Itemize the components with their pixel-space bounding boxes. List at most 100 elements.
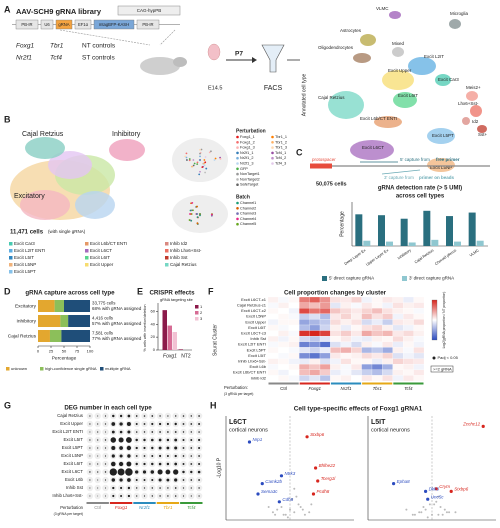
gene-label: Epha8 (397, 479, 411, 484)
legend-swatch (236, 151, 239, 155)
heat-cell (371, 352, 383, 359)
heat-cell (413, 352, 425, 359)
umap-blob (25, 137, 65, 159)
construct-box (74, 19, 92, 30)
dot (166, 462, 170, 466)
legend-item: Channel4 (240, 217, 256, 221)
legend-swatch (271, 135, 274, 139)
dot (135, 423, 138, 425)
dot (190, 479, 193, 481)
umap-dot (192, 159, 195, 161)
dash (59, 29, 151, 46)
heat-cell (340, 358, 352, 365)
point (301, 508, 304, 511)
point (411, 513, 414, 516)
dot (159, 487, 161, 489)
dot (174, 462, 178, 466)
legend-swatch (236, 146, 239, 149)
legend-swatch (236, 162, 239, 165)
umap-dot (198, 173, 201, 176)
dot (135, 462, 138, 466)
umap-cluster (477, 125, 487, 133)
dot (135, 415, 138, 417)
cluster-label: Excit L6b/CT ENTI (360, 116, 397, 121)
diagram-label: primer on beads (419, 175, 455, 180)
heat-cell (299, 336, 310, 342)
dot (120, 495, 123, 497)
heat-cell (351, 296, 362, 303)
umap-dot (196, 216, 199, 219)
heat-cell (299, 330, 310, 337)
group-bar (156, 502, 180, 504)
dot (89, 447, 91, 449)
target-gene: Nr2f1 (16, 55, 32, 62)
dot (89, 487, 91, 489)
chart-subtitle: across cell types (396, 194, 445, 200)
y-tick-label: Inhib Sst (250, 336, 266, 341)
heat-cell (267, 364, 279, 370)
heat-cell (371, 330, 383, 337)
dot (173, 469, 179, 475)
heat-cell (392, 369, 404, 376)
dot (143, 446, 146, 450)
heat-cell (361, 369, 373, 376)
y-tick-label: Excit L2IT ENTI (52, 429, 83, 434)
point (310, 503, 313, 506)
x-group-label: Tcf4 (404, 386, 413, 391)
legend-swatch (165, 242, 169, 246)
dot (119, 454, 123, 458)
legend-item: Tbr1_3 (275, 146, 287, 150)
legend-swatch (9, 249, 13, 253)
panel-label: G (4, 400, 11, 410)
group-label: Excitatory (14, 193, 45, 200)
dot (190, 463, 193, 465)
heat-cell (413, 308, 425, 314)
dot (127, 494, 131, 498)
dot (166, 422, 169, 426)
y-tick-label: Inhibitory (17, 318, 37, 324)
promoter: CAG-hypPB (137, 8, 162, 13)
heat-cell (319, 330, 331, 337)
dot (182, 431, 185, 433)
legend-item: Tbr1_1 (275, 135, 287, 139)
dot (135, 455, 138, 457)
dot (159, 495, 161, 497)
heat-cell (382, 336, 393, 342)
legend-item: Inhib Lhx6+Sst- (170, 248, 202, 253)
heat-cell (413, 296, 425, 303)
heat-cell (351, 302, 362, 309)
heat-cell (330, 347, 341, 354)
y-tick-label: Excit L6CT-c3 (241, 330, 267, 335)
heat-cell (340, 313, 352, 320)
dot (157, 469, 163, 475)
dash (159, 29, 176, 46)
legend-swatch (432, 356, 436, 360)
dot (126, 461, 132, 467)
legend-item: Tbr1_2 (275, 140, 287, 144)
dot (89, 479, 91, 481)
umap-cluster (427, 128, 455, 144)
point (448, 511, 451, 514)
umap-dot (203, 162, 205, 165)
heat-cell (392, 341, 404, 348)
dot (97, 463, 99, 465)
heat-cell (392, 330, 404, 337)
x-tick-label: 0 (37, 349, 40, 354)
dot (167, 487, 169, 489)
x-group-label: Foxg1 (115, 505, 128, 510)
dot (167, 415, 169, 417)
legend-swatch (430, 365, 454, 373)
annotation: 4,416 cells (92, 316, 114, 321)
heat-cell (392, 375, 404, 382)
heat-cell (392, 302, 404, 309)
umap-dot (210, 213, 213, 216)
umap-dot (199, 152, 201, 155)
heat-cell (330, 313, 341, 320)
legend-item: Excit L6b/CT ENTI (90, 241, 127, 246)
heat-cell (392, 324, 404, 331)
legend-item: Inhib Id2 (170, 241, 188, 246)
legend-swatch (100, 367, 104, 371)
diagram-label: free primer (436, 157, 460, 162)
arrow-head (252, 57, 257, 63)
heat-cell (351, 375, 362, 382)
